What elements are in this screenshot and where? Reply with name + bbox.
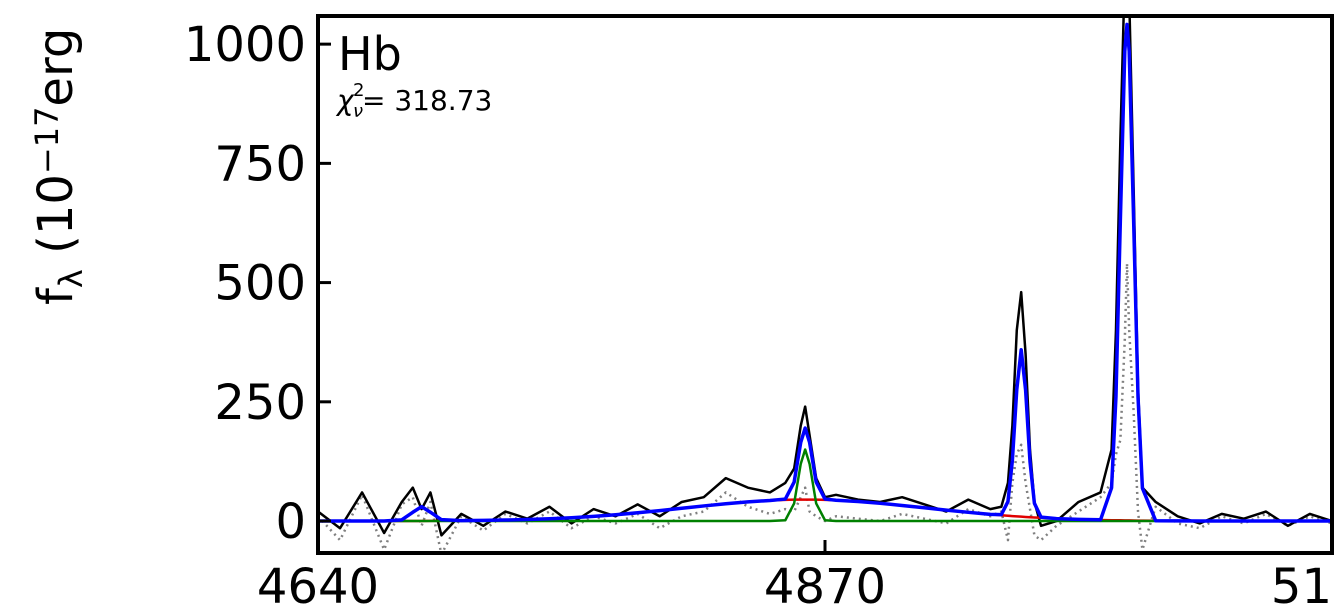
y-label-part: f (28, 287, 84, 305)
y-tick-label: 0 (275, 494, 306, 550)
y-tick-label: 500 (214, 256, 306, 312)
x-tick-label: 5100 (1271, 559, 1335, 611)
annotation: Hb (338, 27, 402, 81)
y-label: fλ (10−17erg (28, 28, 90, 305)
y-label-part: erg (28, 28, 84, 107)
axes: 0 250 500 750 1000 4640 4870 5100 (184, 17, 1335, 611)
y-tick-label: 1000 (184, 17, 306, 73)
series-line (318, 22, 1332, 523)
series-line (318, 262, 1332, 553)
plot-lines (318, 16, 1332, 553)
y-label-part: λ (52, 269, 90, 288)
series-line (318, 16, 1332, 537)
stat-sub: ν (353, 101, 363, 122)
x-tick-label: 4640 (257, 559, 379, 611)
y-tick-label: 750 (214, 136, 306, 192)
plot-frame (316, 14, 1334, 555)
y-label-part: (10 (28, 174, 84, 269)
y-label-part: −17 (28, 107, 66, 175)
fit-statistic: χ 2ν = 318.73 (335, 80, 492, 122)
series-line (318, 448, 1332, 523)
stat-value: = 318.73 (362, 84, 492, 117)
y-tick-label: 250 (214, 375, 306, 431)
stat-sup: 2 (353, 80, 364, 101)
y-axis-label: fλ (10−17erg (28, 28, 90, 305)
stat-symbol: χ (335, 84, 355, 117)
x-tick-label: 4870 (764, 559, 886, 611)
